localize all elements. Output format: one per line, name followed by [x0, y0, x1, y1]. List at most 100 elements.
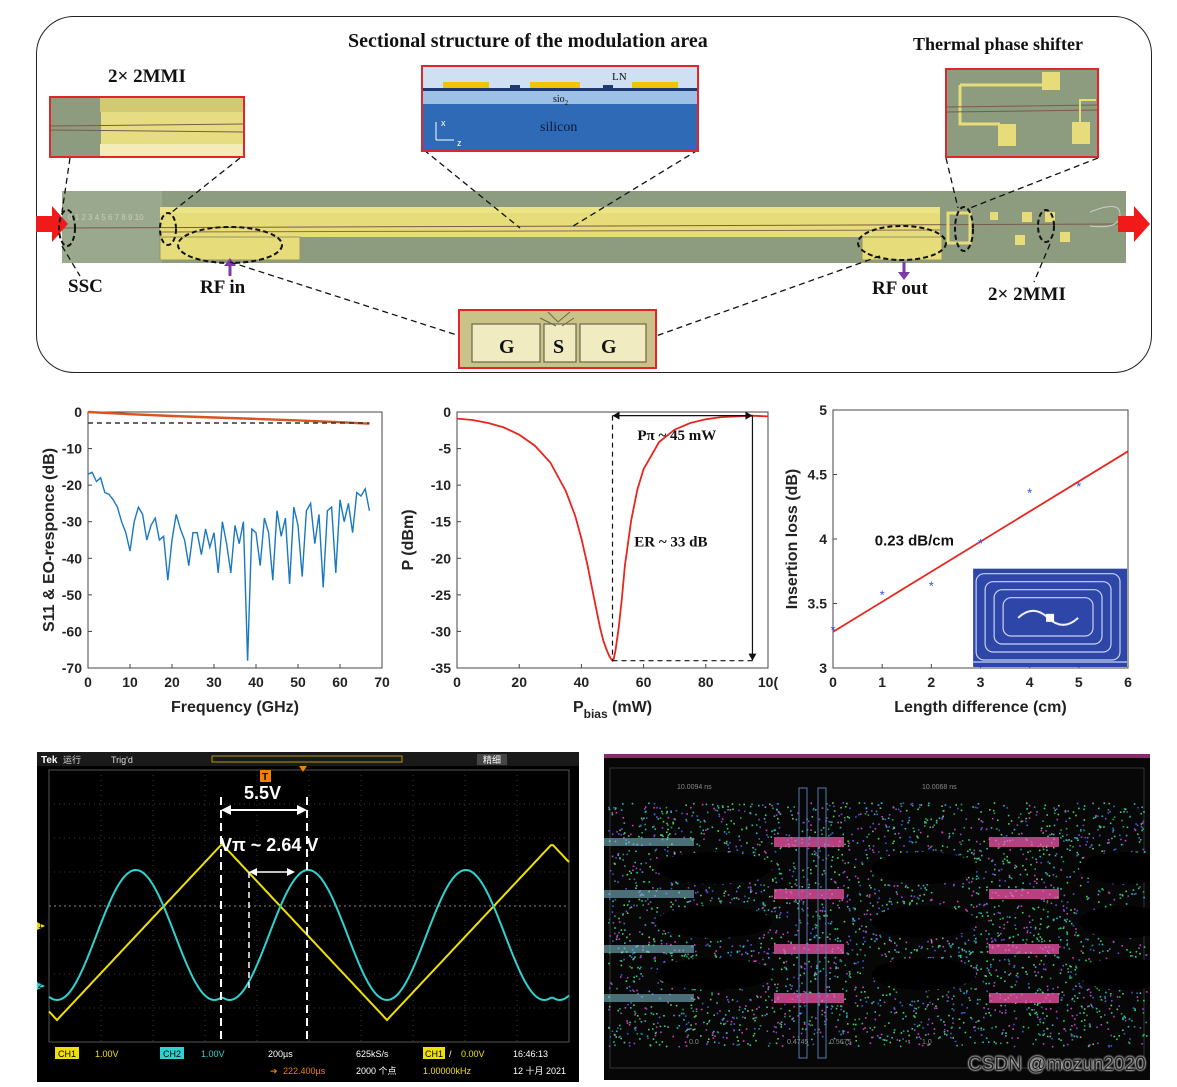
eye-sample [991, 881, 993, 883]
eye-sample [962, 1011, 964, 1014]
eye-sample [1070, 965, 1072, 968]
eye-sample [1110, 1004, 1113, 1007]
eye-sample [837, 967, 839, 969]
eye-sample [842, 988, 844, 990]
eye-sample [1092, 837, 1095, 839]
eye-sample [807, 847, 810, 850]
eye-sample [617, 1009, 619, 1012]
eye-sample [701, 1002, 704, 1005]
eye-sample [652, 1013, 655, 1016]
eye-sample [749, 805, 752, 808]
eye-sample [1112, 831, 1114, 833]
eye-sample [1033, 908, 1036, 911]
eye-sample [623, 832, 626, 834]
eye-sample [976, 964, 978, 967]
eye-sample [779, 912, 782, 914]
eye-sample [1107, 809, 1110, 811]
eye-sample [929, 957, 932, 959]
eye-sample [1135, 893, 1137, 895]
eye-sample [747, 1010, 749, 1012]
eye-sample [762, 903, 765, 906]
eye-sample [851, 833, 853, 836]
eye-sample [834, 956, 837, 959]
eye-sample [1008, 823, 1010, 825]
eye-sample [925, 990, 928, 993]
eye-sample [830, 1008, 833, 1010]
eye-sample [943, 1021, 945, 1023]
x-tick-label: 6 [1124, 674, 1132, 690]
eye-sample [626, 1032, 629, 1035]
eye-sample [1058, 936, 1060, 938]
eye-sample [795, 934, 798, 936]
eye-sample [992, 859, 994, 861]
eye-sample [769, 803, 771, 806]
eye-sample [657, 1022, 659, 1024]
eye-sample [632, 958, 634, 961]
eye-sample [855, 986, 857, 989]
eye-sample [721, 1018, 724, 1020]
eye-sample [962, 1021, 965, 1024]
eye-sample [608, 1027, 610, 1029]
eye-sample [775, 906, 777, 909]
eye-sample [1013, 964, 1016, 967]
eye-sample [634, 956, 636, 958]
eye-sample [1062, 905, 1065, 907]
eye-sample [1079, 1012, 1081, 1014]
eye-sample [896, 885, 899, 887]
eye-sample [622, 853, 625, 856]
eye-sample [981, 827, 983, 829]
eye-sample [1057, 986, 1059, 989]
eye-sample [909, 836, 911, 839]
eye-sample [997, 819, 999, 822]
eye-sample [900, 805, 903, 808]
eye-sample [828, 1042, 831, 1044]
eye-sample [803, 1021, 806, 1024]
eye-sample [759, 844, 761, 846]
eye-sample [785, 834, 788, 836]
eye-sample [774, 829, 776, 831]
eye-sample [799, 919, 801, 922]
eye-sample [1092, 996, 1094, 999]
eye-sample [849, 909, 851, 912]
eye-sample [952, 943, 954, 945]
eye-sample [946, 940, 949, 942]
eye-sample [620, 1037, 622, 1040]
eye-sample [977, 1027, 980, 1030]
eye-sample [654, 917, 656, 919]
eye-sample [884, 1025, 886, 1027]
eye-sample [1057, 956, 1060, 959]
eye-sample [660, 939, 663, 942]
eye-sample [760, 946, 762, 949]
eye-sample [924, 822, 926, 824]
electrode-upper [160, 207, 940, 213]
eye-sample [846, 876, 848, 878]
eye-sample [891, 903, 893, 905]
eye-sample [1065, 920, 1067, 923]
eye-diagram: 10.0094 ns 10.0068 ns0.0 0.4745 0.5675 1.0 [604, 754, 1150, 1080]
eye-sample [665, 943, 668, 945]
eye-sample [1120, 843, 1123, 846]
eye-sample [885, 994, 888, 997]
eye-sample [970, 827, 973, 829]
eye-sample [884, 953, 887, 955]
eye-sample [829, 989, 831, 992]
eye-sample [951, 1008, 954, 1010]
eye-sample [953, 995, 955, 997]
eye-sample [876, 813, 879, 816]
eye-sample [662, 835, 664, 838]
eye-sample [1082, 824, 1085, 827]
eye-sample [948, 837, 950, 839]
eye-sample [935, 821, 938, 824]
eye-cursor-left [798, 787, 808, 1059]
eye-sample [622, 933, 624, 935]
eye-sample [1021, 966, 1024, 969]
spiral-ring [993, 589, 1103, 645]
ch2-label: CH2 [163, 1049, 181, 1059]
eye-sample [675, 809, 678, 812]
eye-sample [746, 939, 749, 942]
eye-sample [1009, 936, 1011, 939]
eye-sample [1071, 1025, 1073, 1027]
eye-sample [653, 939, 655, 941]
eye-sample [977, 998, 979, 1001]
eye-sample [855, 962, 857, 965]
